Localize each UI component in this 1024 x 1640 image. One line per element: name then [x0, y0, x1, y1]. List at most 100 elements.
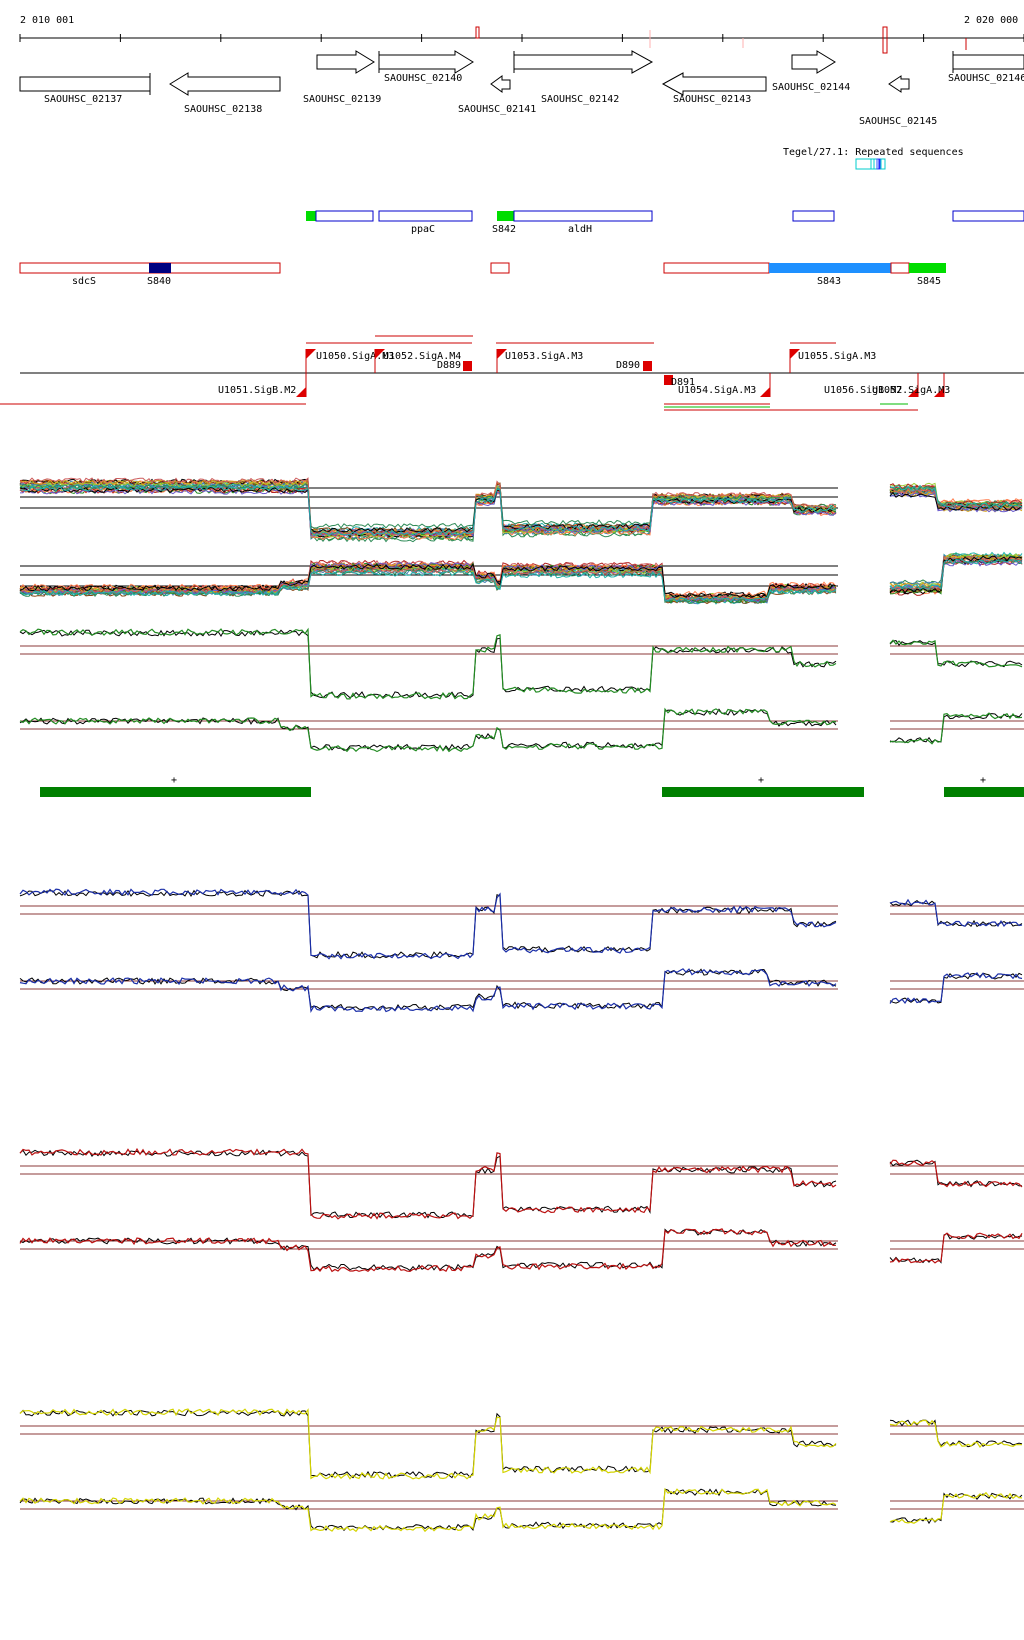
gene-saouhsc-02143[interactable]: SAOUHSC_02143 [661, 72, 767, 105]
feature-label: S840 [147, 276, 171, 287]
feature-block[interactable] [315, 210, 374, 222]
expression-trace [19, 707, 837, 753]
gene-saouhsc-02145[interactable]: SAOUHSC_02145 [859, 75, 937, 127]
terminator-d891[interactable]: D891 [664, 375, 695, 388]
feature-label: aldH [568, 224, 592, 235]
gene-saouhsc-02140[interactable]: SAOUHSC_02140 [378, 50, 474, 84]
expression-trace [19, 627, 837, 700]
expression-trace [19, 483, 837, 543]
terminator-d889[interactable]: D889 [437, 360, 472, 371]
gene-saouhsc-02144[interactable]: SAOUHSC_02144 [772, 50, 850, 93]
promoter-label: U1051.SigB.M2 [218, 385, 296, 396]
feature-label: ppaC [411, 224, 435, 235]
feature-block[interactable] [490, 262, 510, 274]
feature-s843[interactable] [769, 263, 891, 273]
expression-trace [889, 486, 1023, 508]
expression-trace [889, 1492, 1023, 1525]
expression-trace [19, 1408, 837, 1480]
promoter-label: U1057.SigA.M3 [872, 385, 950, 396]
promoter-u1057[interactable]: U1057.SigA.M3 [872, 373, 950, 397]
feature-block[interactable] [890, 262, 910, 274]
feature-label: sdcS [72, 276, 96, 287]
expression-trace [19, 569, 837, 604]
promoter-u1051[interactable]: U1051.SigB.M2 [218, 373, 307, 397]
feature-s845[interactable] [909, 263, 946, 273]
promoter-label: U1056.SigB.M2 [824, 385, 902, 396]
repeat-track: Tegel/27.1: Repeated sequences [783, 147, 964, 170]
feature-aldh[interactable] [513, 210, 653, 222]
segment-bar[interactable] [944, 787, 1024, 797]
feature-label: S845 [917, 276, 941, 287]
expression-trace [889, 972, 1023, 1005]
terminator-label: D889 [437, 360, 461, 371]
gene-label: SAOUHSC_02144 [772, 82, 850, 93]
expression-trace [19, 1409, 837, 1479]
segmentation-track: + + + [40, 775, 1024, 797]
feature-block[interactable] [663, 262, 770, 274]
segment-bar[interactable] [40, 787, 311, 797]
promoter-u1055[interactable]: U1055.SigA.M3 [789, 349, 876, 373]
expression-trace [19, 563, 837, 599]
promoter-label: U1050.SigA.M3 [316, 351, 394, 362]
feature-block[interactable] [792, 210, 835, 222]
ruler-marker [882, 26, 888, 54]
terminator-label: D890 [616, 360, 640, 371]
repeat-label: Tegel/27.1: Repeated sequences [783, 147, 964, 158]
expression-trace [889, 483, 1023, 507]
ruler-marker [475, 26, 480, 39]
promoter-label: U1055.SigA.M3 [798, 351, 876, 362]
feature-label: S843 [817, 276, 841, 287]
feature-label: S842 [492, 224, 516, 235]
expression-trace [19, 889, 837, 959]
expression-trace [19, 1228, 837, 1273]
gene-saouhsc-02142[interactable]: SAOUHSC_02142 [513, 50, 654, 105]
gene-label: SAOUHSC_02141 [458, 104, 536, 115]
expression-trace [889, 639, 1023, 668]
promoter-u1056[interactable]: U1056.SigB.M2 [824, 385, 902, 396]
expression-tracks [19, 477, 1024, 1533]
expression-trace [19, 1487, 837, 1533]
gene-saouhsc-02138[interactable]: SAOUHSC_02138 [169, 72, 281, 115]
ruler-end-label: 2 020 000 [964, 15, 1018, 26]
expression-trace [19, 479, 837, 536]
promoter-u1053[interactable]: U1053.SigA.M3 [496, 349, 583, 373]
expression-trace [889, 492, 1023, 513]
expression-trace [19, 488, 837, 538]
expression-trace [19, 888, 837, 960]
segment-bar[interactable] [662, 787, 864, 797]
expression-trace [889, 1159, 1023, 1188]
terminator-d890[interactable]: D890 [616, 360, 652, 371]
gene-saouhsc-02137[interactable]: SAOUHSC_02137 [19, 73, 151, 105]
promoter-label: U1052.SigA.M4 [383, 351, 461, 362]
expression-trace [19, 484, 837, 529]
feature-track-plus: ppaC S842 aldH [306, 210, 1024, 235]
expression-trace [889, 1491, 1023, 1524]
expression-trace [889, 558, 1023, 591]
expression-trace [19, 1147, 837, 1220]
expression-trace [889, 1419, 1022, 1448]
feature-s842[interactable] [497, 211, 514, 221]
expression-trace [889, 488, 1023, 510]
expression-trace [19, 570, 837, 603]
segment-mark: + [171, 775, 177, 786]
promoter-label: U1053.SigA.M3 [505, 351, 583, 362]
feature-s840[interactable] [149, 263, 171, 273]
expression-trace [19, 629, 837, 699]
expression-trace [19, 968, 837, 1013]
expression-trace [889, 712, 1023, 745]
feature-block[interactable] [952, 210, 1024, 222]
gene-label: SAOUHSC_02145 [859, 116, 937, 127]
gene-label: SAOUHSC_02140 [384, 73, 462, 84]
gene-saouhsc-02141[interactable]: SAOUHSC_02141 [458, 75, 536, 115]
feature-block[interactable] [306, 211, 316, 221]
promoter-u1050[interactable]: U1050.SigA.M3 [305, 349, 394, 373]
gene-saouhsc-02139[interactable]: SAOUHSC_02139 [303, 50, 381, 105]
promoter-u1054[interactable]: U1054.SigA.M3 [678, 373, 771, 397]
promoter-u1052[interactable]: U1052.SigA.M4 [374, 349, 461, 373]
feature-ppac[interactable] [378, 210, 473, 222]
expression-trace [19, 1149, 837, 1219]
gene-saouhsc-02146[interactable]: SAOUHSC_02146 [948, 51, 1024, 84]
expression-trace [19, 1228, 837, 1272]
ruler-ticks [19, 34, 1024, 42]
